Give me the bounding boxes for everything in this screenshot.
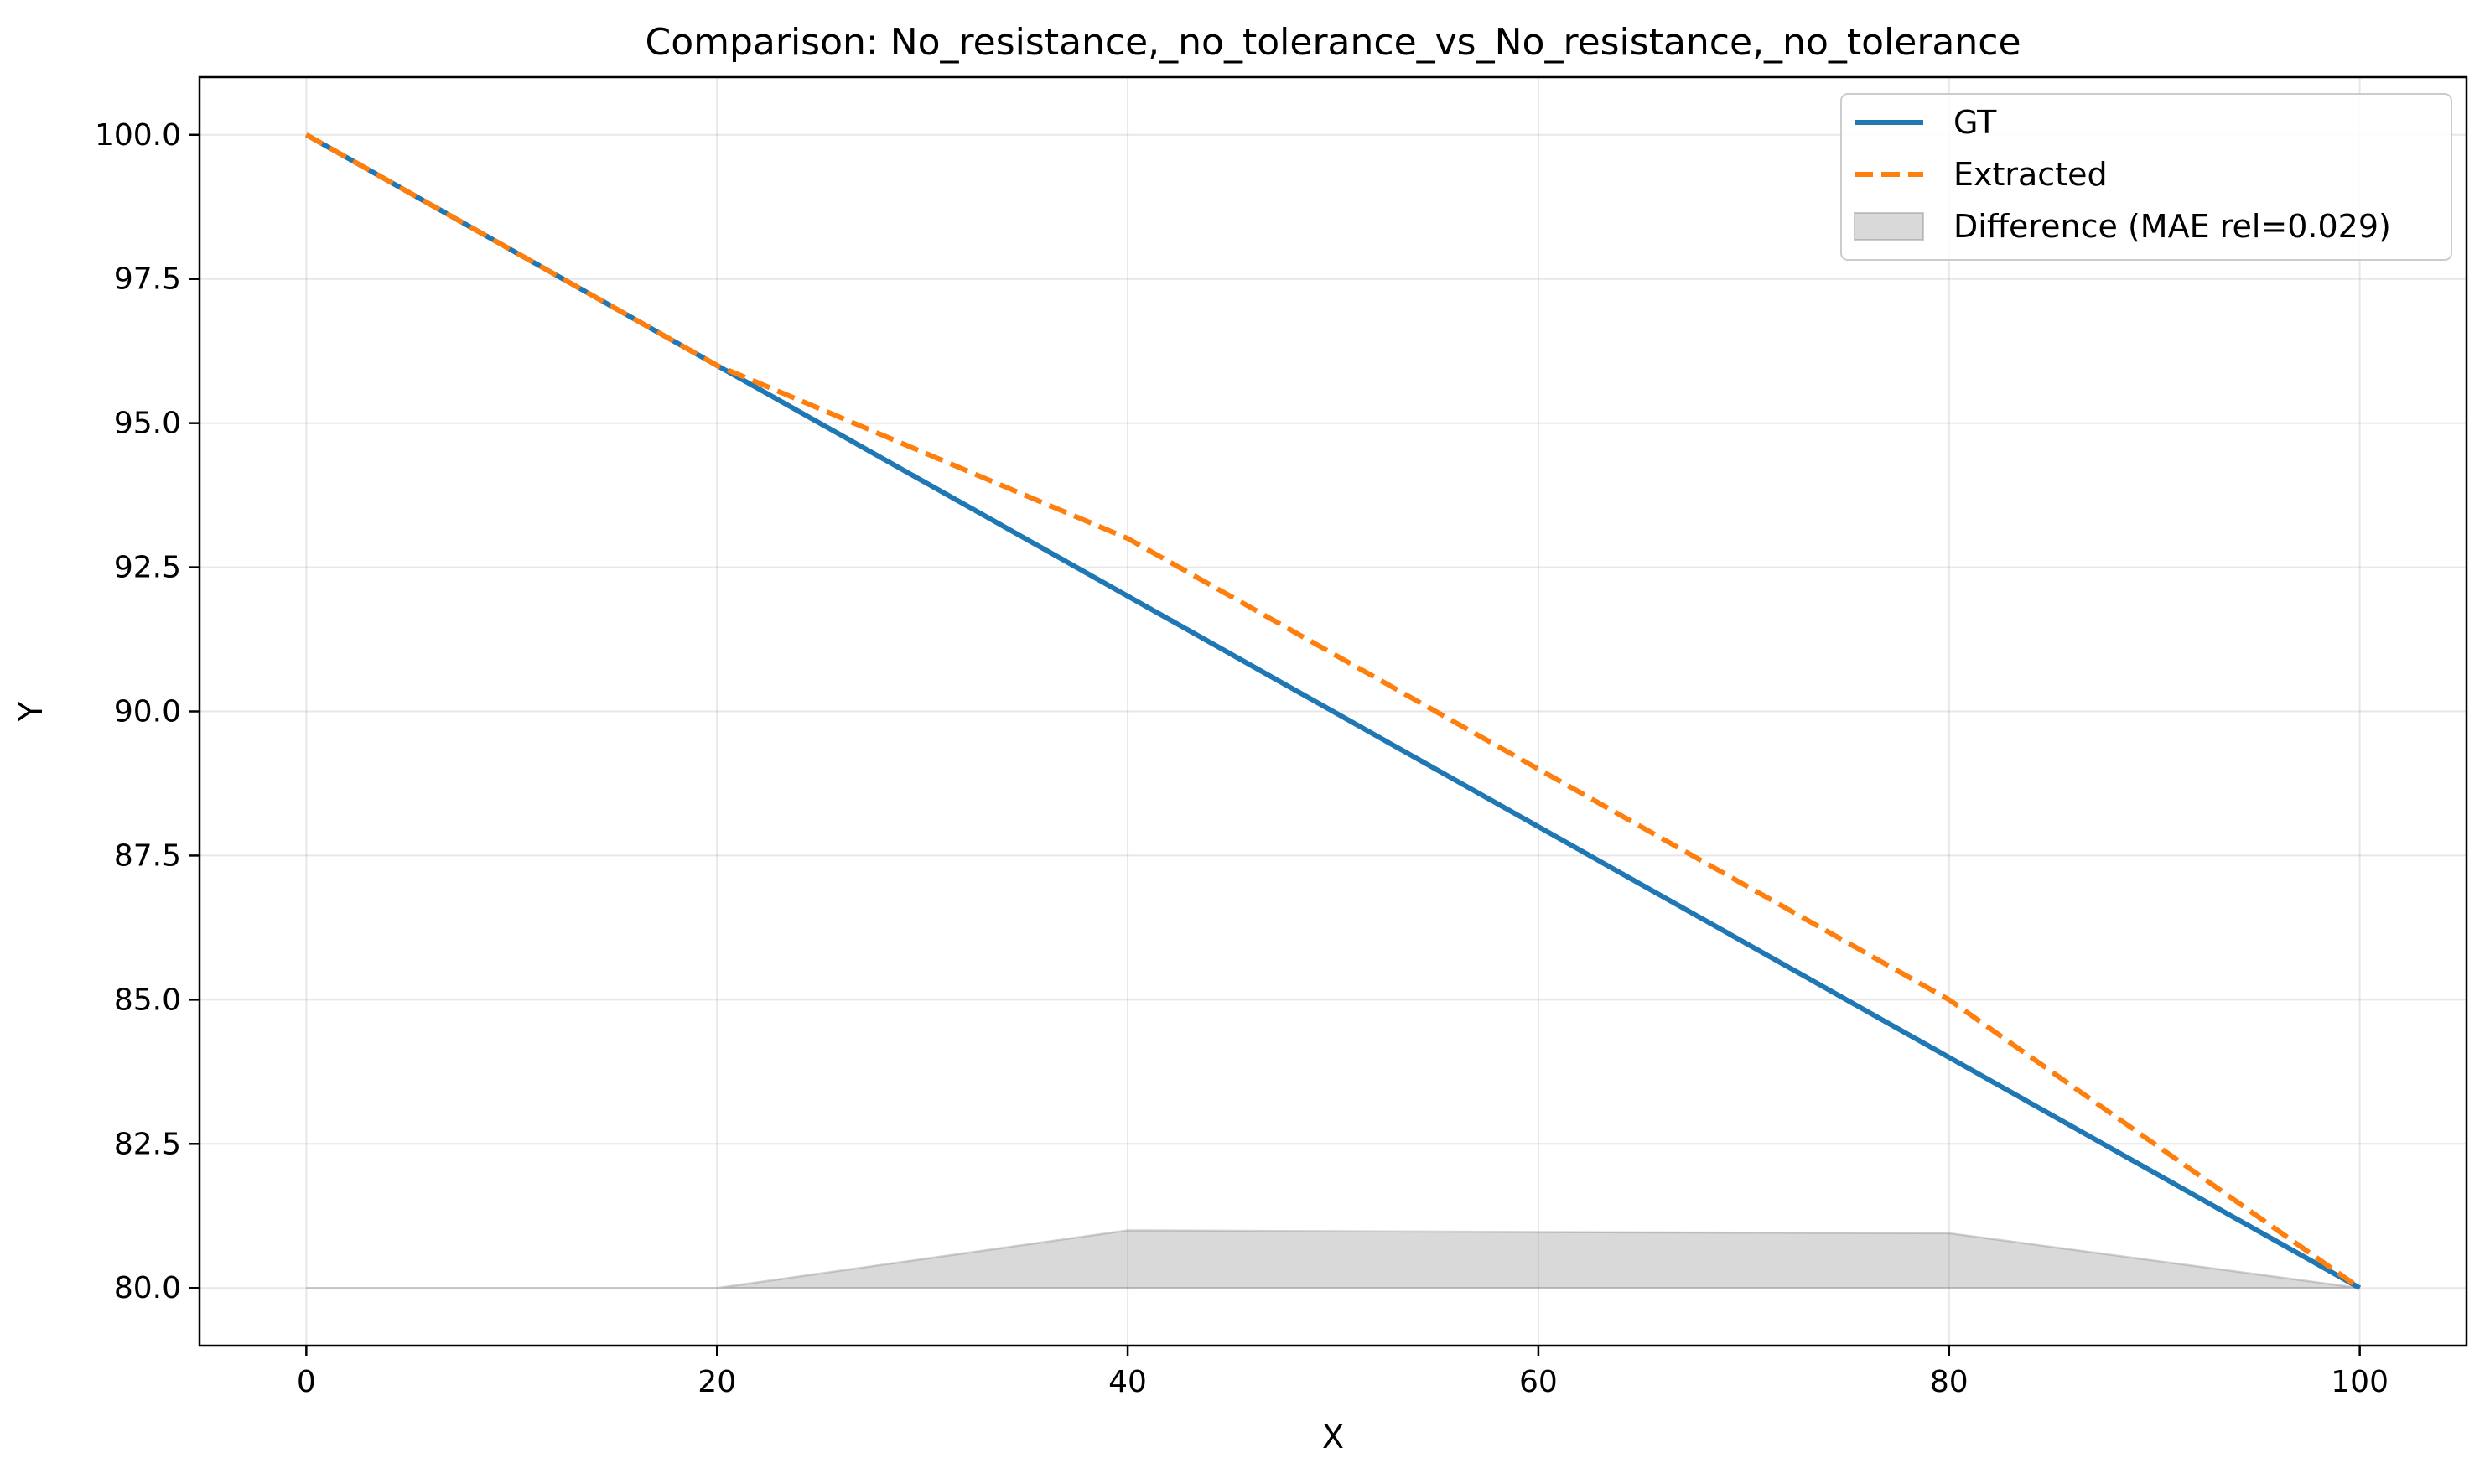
legend-label-extracted: Extracted — [1953, 156, 2108, 193]
y-tick-label: 87.5 — [114, 838, 181, 873]
x-tick-label: 100 — [2331, 1365, 2389, 1399]
y-tick-label: 95.0 — [114, 407, 181, 441]
x-tick-label: 20 — [698, 1365, 736, 1399]
chart-title: Comparison: No_resistance,_no_tolerance_… — [645, 21, 2021, 64]
legend-box — [1840, 93, 2452, 261]
y-tick-label: 97.5 — [114, 262, 181, 297]
x-tick-label: 60 — [1519, 1365, 1558, 1399]
tick-layer: 0 20 40 60 80 100 80.0 82.5 85.0 87.5 90.0 92.5 95.0… — [95, 118, 2389, 1399]
legend: GT Extracted Difference (MAE rel=0.029) — [1840, 93, 2452, 261]
x-axis-label: X — [1322, 1419, 1344, 1455]
y-tick-label: 80.0 — [114, 1271, 181, 1305]
y-tick-label: 82.5 — [114, 1127, 181, 1161]
y-tick-label: 90.0 — [114, 695, 181, 729]
legend-label-gt: GT — [1953, 104, 1997, 141]
y-tick-label: 85.0 — [114, 983, 181, 1017]
legend-label-difference: Difference (MAE rel=0.029) — [1953, 208, 2391, 245]
x-tick-label: 40 — [1108, 1365, 1147, 1399]
x-tick-label: 0 — [297, 1365, 316, 1399]
x-tick-label: 80 — [1930, 1365, 1969, 1399]
y-tick-label: 92.5 — [114, 551, 181, 585]
series-layer — [304, 132, 2362, 1290]
y-axis-label: Y — [13, 701, 49, 722]
y-tick-label: 100.0 — [95, 118, 181, 153]
legend-swatch-difference — [1854, 212, 1924, 241]
series-line-extracted — [304, 132, 2362, 1290]
